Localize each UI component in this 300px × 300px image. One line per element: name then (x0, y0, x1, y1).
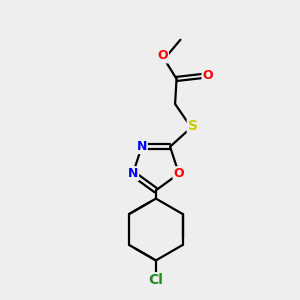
Text: O: O (202, 70, 213, 83)
Text: O: O (158, 50, 168, 62)
Text: O: O (173, 167, 184, 180)
Text: Cl: Cl (148, 273, 163, 287)
Text: N: N (128, 167, 138, 180)
Text: S: S (188, 119, 198, 133)
Text: N: N (136, 140, 147, 153)
